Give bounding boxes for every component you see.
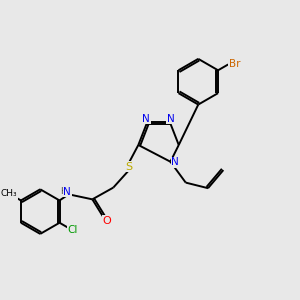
Text: Br: Br xyxy=(229,59,240,69)
Text: CH₃: CH₃ xyxy=(0,189,17,198)
Text: S: S xyxy=(125,162,132,172)
Text: N: N xyxy=(142,114,150,124)
Text: N: N xyxy=(171,157,179,167)
Text: N: N xyxy=(167,114,175,124)
Text: H: H xyxy=(60,187,67,196)
Text: N: N xyxy=(63,187,71,196)
Text: O: O xyxy=(103,216,111,226)
Text: Cl: Cl xyxy=(68,225,78,235)
